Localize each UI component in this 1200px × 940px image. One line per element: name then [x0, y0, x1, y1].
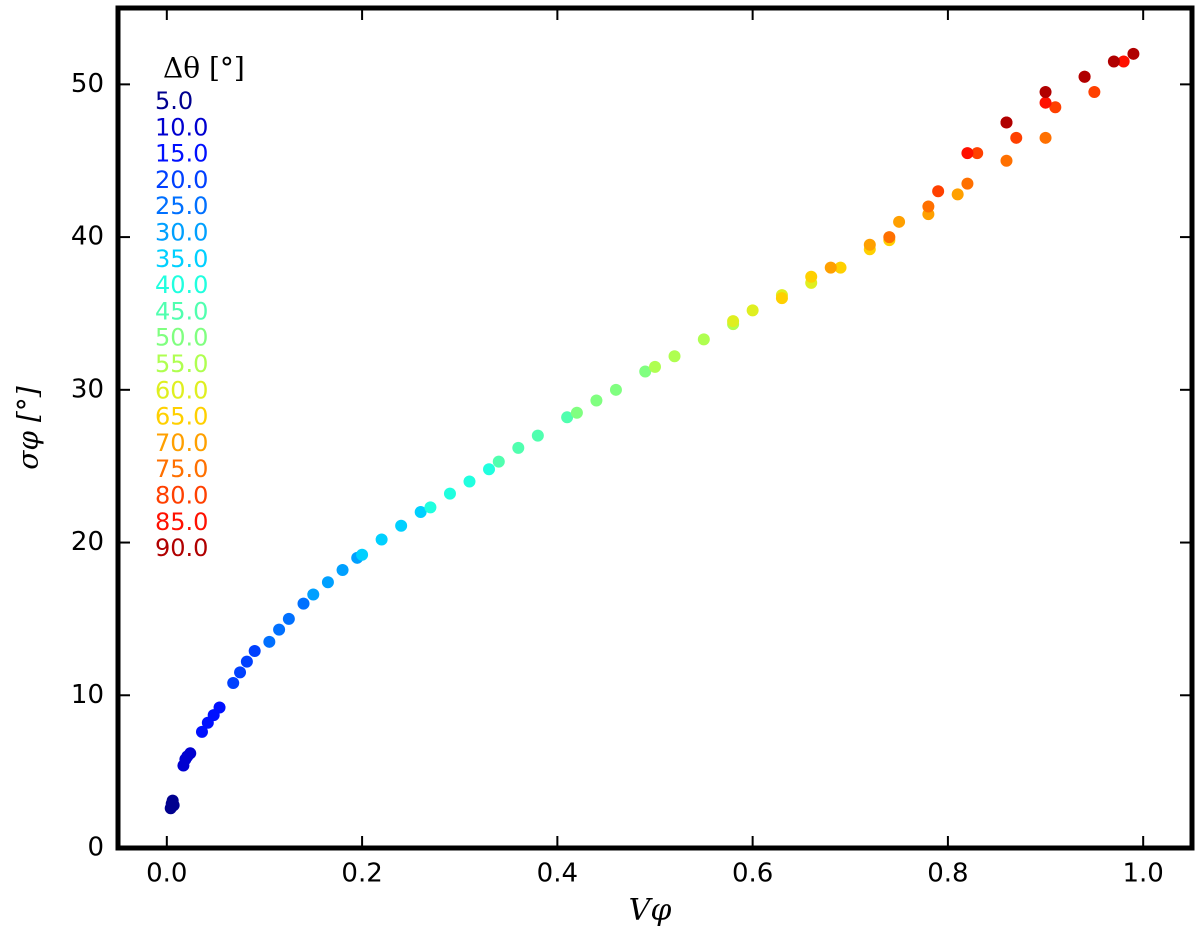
point — [961, 177, 974, 190]
point — [213, 701, 226, 714]
point — [639, 365, 652, 378]
y-tick-label: 30 — [71, 374, 104, 404]
y-tick-label: 0 — [87, 833, 104, 863]
legend-entry: 50.0 — [155, 324, 208, 352]
point — [1000, 116, 1013, 129]
point — [775, 292, 788, 305]
legend-entry: 90.0 — [155, 534, 208, 562]
point — [234, 666, 247, 679]
point — [263, 635, 276, 648]
point — [697, 333, 710, 346]
point — [1078, 70, 1091, 83]
point — [375, 533, 388, 546]
legend-entry: 85.0 — [155, 508, 208, 536]
point — [922, 200, 935, 213]
legend-entry: 55.0 — [155, 350, 208, 378]
point — [240, 655, 253, 668]
plot-frame — [115, 5, 1195, 851]
x-tick-label: 0.0 — [146, 859, 187, 889]
point — [805, 270, 818, 283]
point — [932, 185, 945, 198]
point — [971, 147, 984, 160]
point — [668, 350, 681, 363]
legend-entry: 5.0 — [155, 87, 193, 115]
y-tick-label: 10 — [71, 680, 104, 710]
point — [824, 261, 837, 274]
legend-entry: 40.0 — [155, 271, 208, 299]
x-tick-label: 0.2 — [341, 859, 382, 889]
point — [321, 576, 334, 589]
point — [1127, 47, 1140, 60]
point — [273, 623, 286, 636]
point — [195, 725, 208, 738]
point — [1039, 131, 1052, 144]
y-tick-label: 20 — [71, 527, 104, 557]
legend-entry: 25.0 — [155, 192, 208, 220]
point — [570, 406, 583, 419]
legend-entry: 80.0 — [155, 482, 208, 510]
point — [561, 411, 574, 424]
x-tick-label: 0.4 — [537, 859, 578, 889]
legend-entry: 60.0 — [155, 376, 208, 404]
point — [746, 304, 759, 317]
point — [1088, 86, 1101, 98]
point — [863, 238, 876, 251]
point — [307, 588, 320, 601]
x-tick-label: 0.6 — [732, 859, 773, 889]
legend-entry: 45.0 — [155, 297, 208, 325]
point — [1049, 101, 1062, 114]
point — [834, 261, 847, 274]
point — [282, 612, 295, 625]
legend-entry: 65.0 — [155, 403, 208, 431]
legend-entry: 35.0 — [155, 245, 208, 273]
point — [424, 501, 437, 514]
x-tick-label: 0.8 — [927, 859, 968, 889]
y-axis-label: σφ [°] — [12, 386, 45, 470]
legend-title: Δθ [°] — [163, 52, 245, 85]
point — [248, 644, 261, 657]
point — [463, 475, 476, 488]
point — [1000, 154, 1013, 167]
legend-entry: 15.0 — [155, 140, 208, 168]
point — [512, 441, 525, 454]
point — [395, 519, 408, 532]
point — [961, 147, 974, 160]
point — [609, 383, 622, 396]
y-tick-label: 40 — [71, 222, 104, 252]
point — [649, 360, 661, 373]
point — [883, 231, 896, 244]
point — [492, 455, 505, 468]
legend-entry: 75.0 — [155, 455, 208, 483]
point — [531, 429, 544, 442]
point — [356, 548, 369, 561]
point — [1039, 96, 1052, 109]
x-tick-label: 1.0 — [1123, 859, 1164, 889]
point — [297, 597, 310, 610]
point — [951, 188, 964, 201]
point — [227, 677, 240, 690]
point — [893, 215, 906, 228]
point — [590, 394, 603, 407]
y-tick-label: 50 — [71, 69, 104, 99]
x-axis-label: Vφ — [629, 893, 672, 928]
point — [727, 315, 740, 328]
point — [184, 747, 197, 760]
point — [1010, 131, 1023, 144]
legend-entry: 30.0 — [155, 219, 208, 247]
legend-entry: 70.0 — [155, 429, 208, 457]
legend-entry: 10.0 — [155, 113, 208, 141]
point — [167, 799, 180, 812]
point — [443, 487, 456, 500]
point — [414, 506, 427, 518]
point — [1107, 55, 1120, 68]
legend-entry: 20.0 — [155, 166, 208, 194]
point — [483, 463, 496, 476]
point — [336, 564, 349, 577]
point — [1117, 55, 1130, 68]
point — [1039, 86, 1052, 98]
